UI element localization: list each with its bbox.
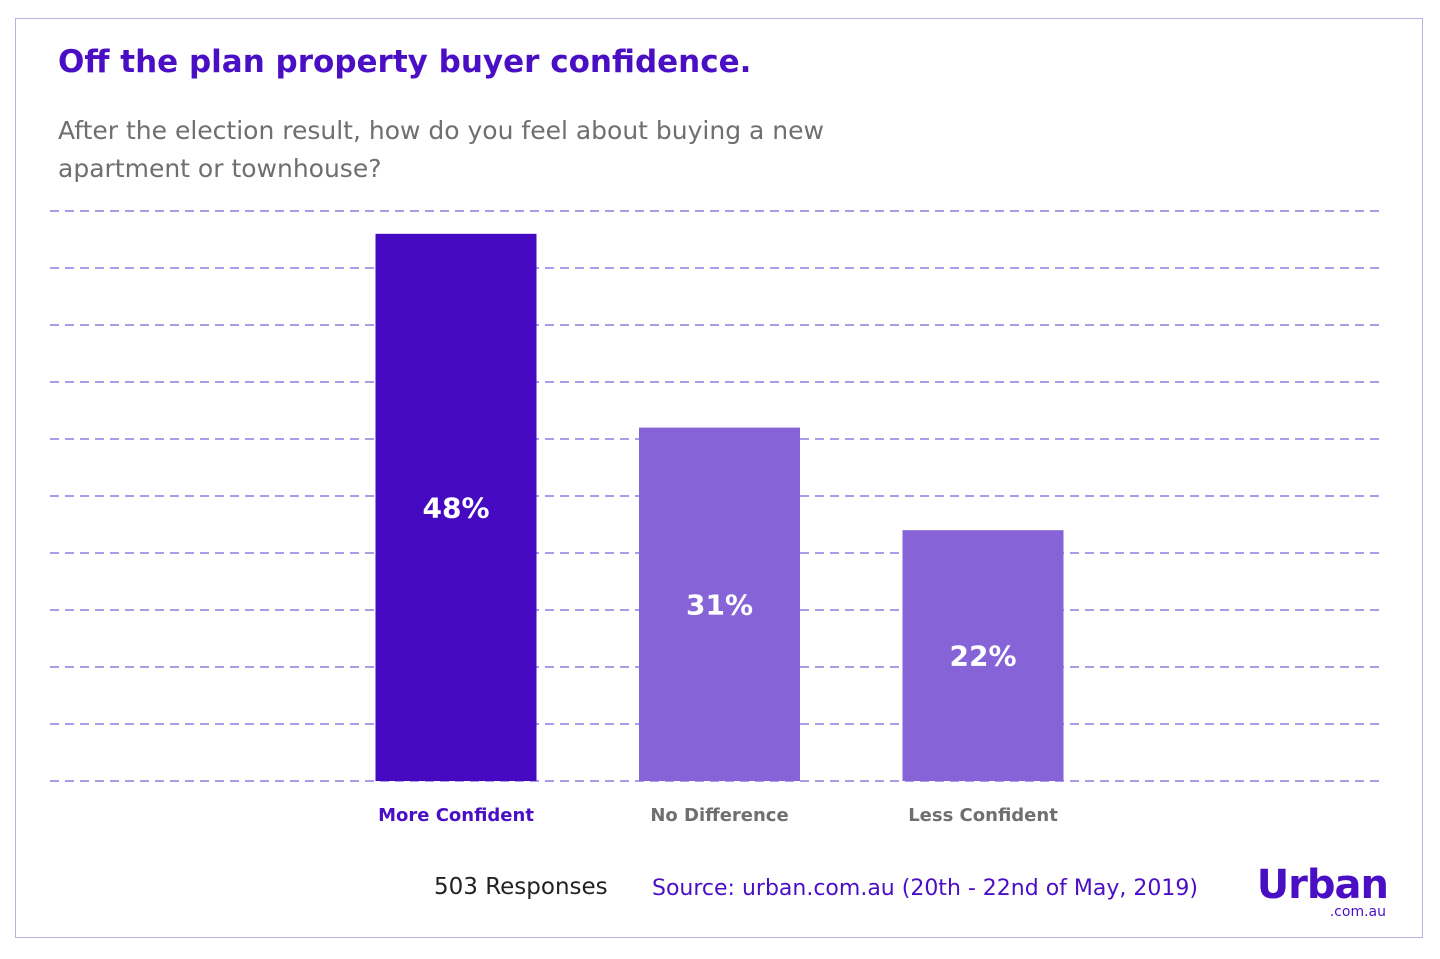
value-label-more-confident: 48% xyxy=(422,491,489,524)
bars xyxy=(375,233,1064,782)
responses-count: 503 Responses xyxy=(434,874,608,900)
chart-title: Off the plan property buyer confidence. xyxy=(58,44,752,80)
category-labels: More Confident No Difference Less Confiden… xyxy=(378,805,1058,826)
category-label-less-confident: Less Confident xyxy=(908,805,1058,826)
logo-domain: .com.au xyxy=(1329,904,1386,920)
bar-no-difference xyxy=(639,427,800,781)
logo-wordmark: Urban xyxy=(1256,862,1389,908)
source-note: Source: urban.com.au (20th - 22nd of May… xyxy=(652,876,1198,901)
category-label-no-difference: No Difference xyxy=(650,805,788,826)
value-label-no-difference: 31% xyxy=(686,588,753,621)
bar-more-confident xyxy=(375,233,537,782)
chart-subtitle: After the election result, how do you fe… xyxy=(58,116,824,183)
bar-less-confident xyxy=(902,530,1064,781)
value-label-less-confident: 22% xyxy=(949,640,1016,673)
urban-logo: Urban .com.au xyxy=(1257,862,1389,924)
value-labels: 48% 31% 22% xyxy=(422,491,1016,672)
category-label-more-confident: More Confident xyxy=(378,805,534,826)
